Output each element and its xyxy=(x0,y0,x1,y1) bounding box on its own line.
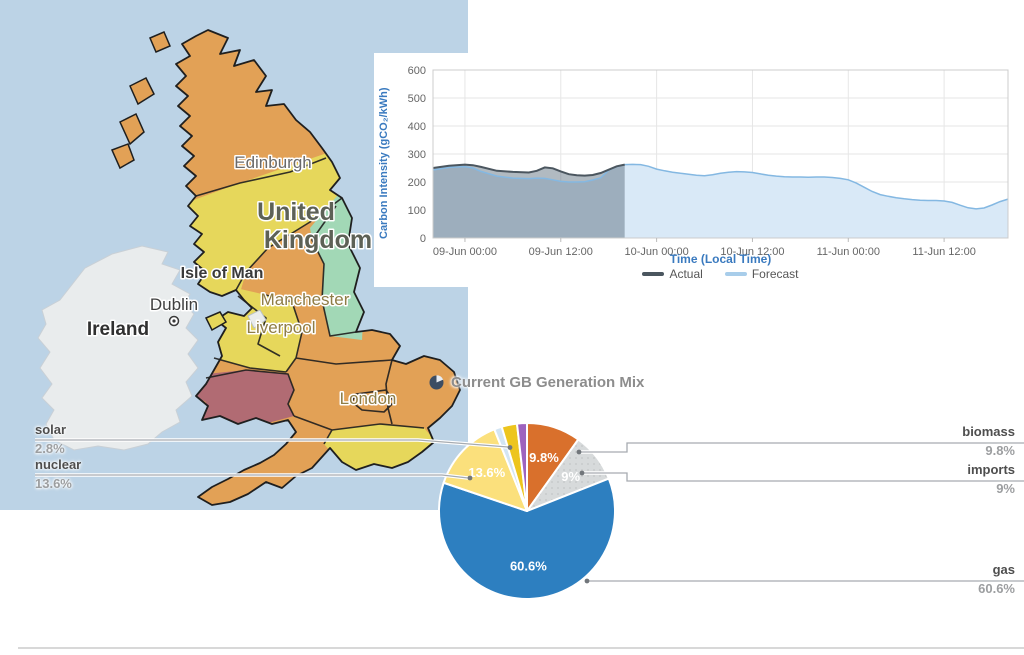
x-axis-title: Time (Local Time) xyxy=(669,252,772,266)
gas-pct: 60.6% xyxy=(978,581,1015,596)
svg-text:300: 300 xyxy=(408,149,426,161)
region-borders xyxy=(195,157,425,445)
forecast-series-swatch xyxy=(724,272,747,276)
svg-text:10-Jun 12:00: 10-Jun 12:00 xyxy=(720,246,784,258)
map-label-liverpool: Liverpool xyxy=(247,318,316,337)
pie-slice-gas[interactable] xyxy=(438,477,616,600)
bottom-divider xyxy=(18,647,1024,649)
generation-mix-title-row: Current GB Generation Mix xyxy=(429,374,644,391)
series-areas[interactable] xyxy=(432,163,1009,238)
dublin-marker-icon xyxy=(168,315,180,327)
legend-item-forecast[interactable]: Forecast xyxy=(724,267,799,281)
forecast-line xyxy=(432,163,1009,210)
carbon-intensity-chart-card: 0 100 200 300 400 500 600 09-Jun 00:00 09-Jun 12… xyxy=(374,53,1024,287)
svg-text:09-Jun 00:00: 09-Jun 00:00 xyxy=(433,246,497,258)
legend-actual-label: Actual xyxy=(669,267,703,281)
legend-forecast-label: Forecast xyxy=(751,267,799,281)
solar-pct: 2.8% xyxy=(35,441,65,456)
solar-label: solar xyxy=(35,422,67,437)
y-axis-title: Carbon Intensity (gCO₂/kWh) xyxy=(378,87,390,239)
pie-canvas[interactable]: 9.8%9% 60.6% 13.6% xyxy=(436,420,618,602)
svg-text:400: 400 xyxy=(408,121,426,133)
actual-area xyxy=(433,164,625,238)
scottish-islands[interactable] xyxy=(110,31,228,332)
isle-of-man-island xyxy=(247,309,267,329)
svg-text:200: 200 xyxy=(408,177,426,189)
map-label-kingdom: Kingdom xyxy=(264,226,372,254)
nuclear-pct: 13.6% xyxy=(35,476,72,491)
chart-legend: Actual Forecast xyxy=(433,267,1008,281)
svg-text:11-Jun 12:00: 11-Jun 12:00 xyxy=(912,246,975,258)
pie-value-imports: 9% xyxy=(561,469,580,484)
svg-text:11-Jun 00:00: 11-Jun 00:00 xyxy=(817,246,880,258)
imports-callout-line xyxy=(583,472,1024,482)
map-label-manchester: Manchester xyxy=(261,290,350,309)
region-south-wales[interactable] xyxy=(194,370,294,426)
pie-slice-nuclear[interactable] xyxy=(442,428,528,512)
map-label-dublin: Dublin xyxy=(150,295,198,314)
pie-slices xyxy=(438,421,616,600)
gas-label: gas xyxy=(992,562,1015,577)
biomass-label: biomass xyxy=(962,424,1015,439)
pie-value-biomass: 9.8% xyxy=(529,450,559,465)
ireland-landmass xyxy=(37,245,199,451)
legend-item-actual[interactable]: Actual xyxy=(642,267,703,281)
forecast-area xyxy=(433,164,1008,238)
nuclear-label: nuclear xyxy=(35,457,82,472)
anglesey-island xyxy=(204,311,228,332)
map-label-ireland: Ireland xyxy=(87,319,149,340)
map-label-united: United xyxy=(257,198,335,226)
pie-slice-unlabeled-6[interactable] xyxy=(515,421,528,512)
biomass-callout-line xyxy=(580,442,1024,453)
imports-label: imports xyxy=(967,462,1015,477)
generation-mix-pie: 9.8% 9% 60.6% 13.6% xyxy=(436,420,618,602)
svg-text:10-Jun 00:00: 10-Jun 00:00 xyxy=(625,246,689,258)
actual-series-swatch xyxy=(642,272,665,276)
svg-text:600: 600 xyxy=(408,65,426,77)
axis-labels: 0 100 200 300 400 500 600 09-Jun 00:00 09-Jun 12… xyxy=(408,65,976,258)
pie-chart-icon xyxy=(429,375,444,390)
svg-text:100: 100 xyxy=(408,205,426,217)
pie-value-gas: 60.6% xyxy=(510,558,547,573)
pie-inside-labels: 9.8%9% 60.6% 13.6% xyxy=(468,450,580,573)
region-south-scotland[interactable] xyxy=(180,152,352,300)
intensity-chart[interactable]: 0 100 200 300 400 500 600 09-Jun 00:00 09-Jun 12… xyxy=(374,53,1024,287)
generation-mix-title: Current GB Generation Mix xyxy=(451,374,645,391)
svg-text:0: 0 xyxy=(420,233,426,245)
svg-text:500: 500 xyxy=(408,93,426,105)
svg-text:09-Jun 12:00: 09-Jun 12:00 xyxy=(529,246,593,258)
plot-border xyxy=(432,69,1009,239)
biomass-pct: 9.8% xyxy=(985,443,1015,458)
actual-line xyxy=(432,163,625,177)
imports-pct: 9% xyxy=(996,481,1015,496)
pie-value-nuclear: 13.6% xyxy=(468,465,505,480)
map-label-edinburgh: Edinburgh xyxy=(234,153,312,172)
map-label-london: London xyxy=(340,389,397,408)
map-label-isle-of-man: Isle of Man xyxy=(181,265,264,282)
